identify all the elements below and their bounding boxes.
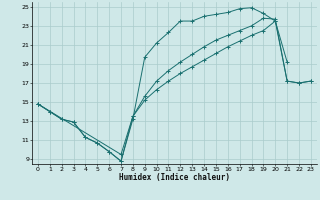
X-axis label: Humidex (Indice chaleur): Humidex (Indice chaleur): [119, 173, 230, 182]
